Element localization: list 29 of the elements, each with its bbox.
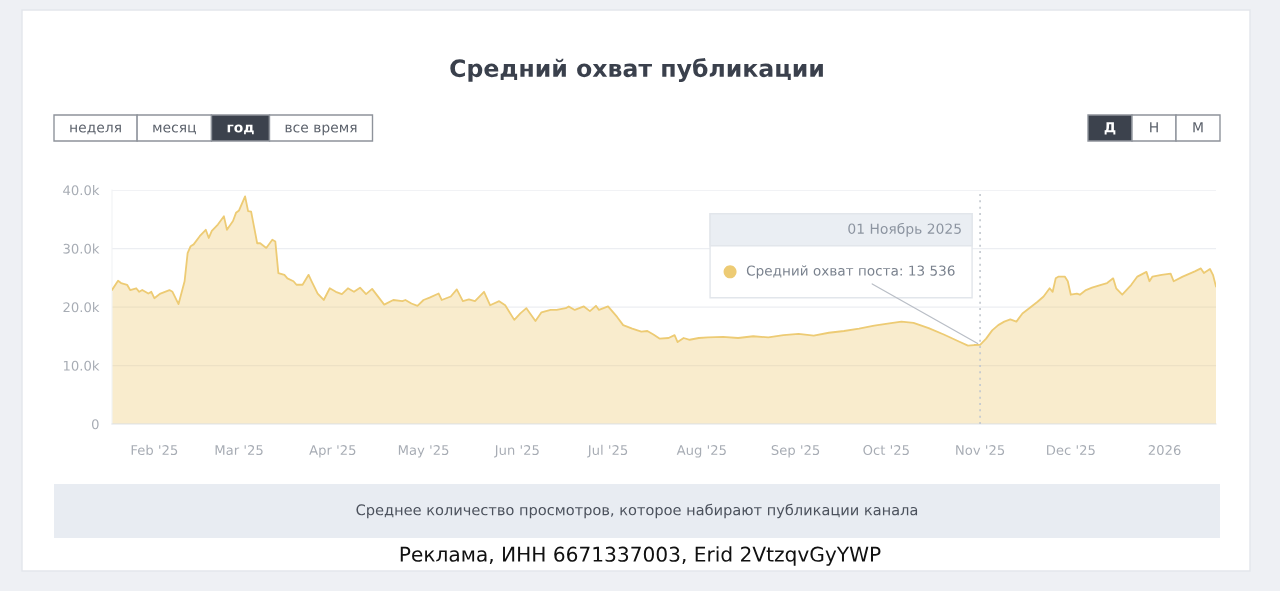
x-tick-label: Jun '25 [494,445,539,458]
text: все время [285,124,357,136]
x-tick-label: Nov '25 [956,445,1005,456]
y-tick-label: 30.0k [63,243,100,254]
text: неделя [70,124,121,135]
y-tick-label: 20.0k [63,301,100,313]
x-tick-label: Dec '25 [1047,445,1095,456]
text: Н [1150,122,1158,133]
text: М [1193,122,1203,133]
x-tick-label: Aug '25 [676,445,726,458]
y-tick-label: 0 [91,419,99,430]
x-tick-label: Sep '25 [771,445,820,458]
text: год [227,124,254,135]
x-tick-label: Apr '25 [309,445,356,458]
ref-line-label: 01 Ноябрь 2025 [848,222,961,237]
annotation: Средний охват поста: 13 536 [746,265,955,279]
text: месяц [153,124,196,135]
x-tick-label: Feb '25 [131,444,178,456]
x-tick-label: Oct '25 [863,445,909,456]
text: Д [1104,122,1116,135]
text: Среднее количество просмотров, которое набирают публикации канала [356,503,918,519]
x-tick-label: Mar '25 [215,445,263,456]
y-tick-label: 10.0k [63,360,100,371]
x-tick-label: Jul '25 [587,444,628,458]
x-tick-label: 2026 [1148,445,1181,456]
y-tick-label: 40.0k [63,184,100,196]
chart-title: Средний охват публикации [450,58,823,82]
x-tick-label: May '25 [398,445,449,458]
text: Реклама, ИНН 6671337003, Erid 2VtzqvGyYWP [400,546,881,566]
